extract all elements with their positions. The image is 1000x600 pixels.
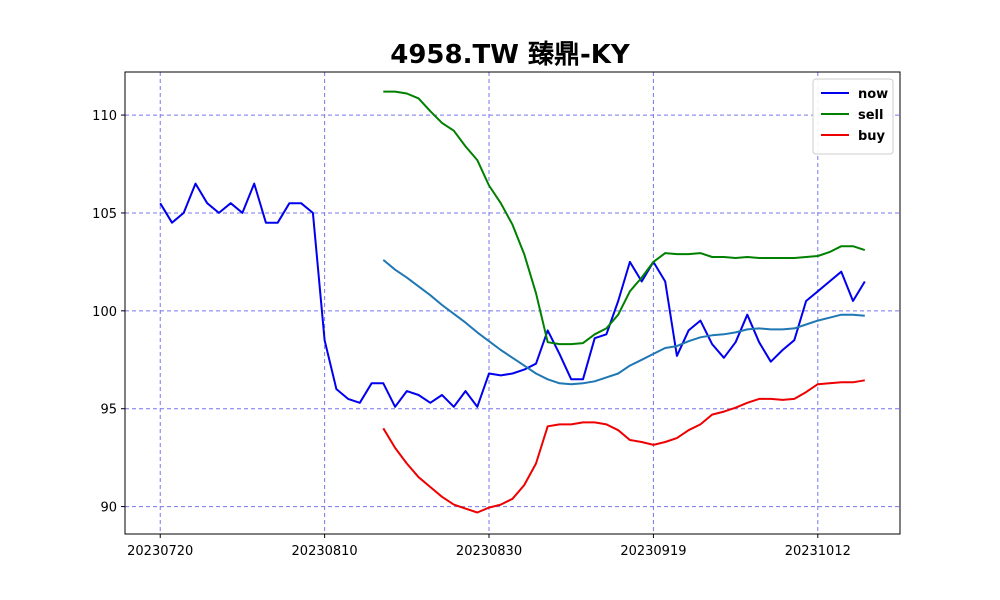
y-tick-label: 110 (92, 109, 117, 124)
plot-frame (124, 71, 901, 535)
series-line-buy (382, 379, 865, 514)
legend-label-now: now (858, 87, 888, 102)
axes: 90 95 100 105 110 20230720 20230810 20230830 202… (92, 109, 851, 559)
x-tick-label: 20231012 (785, 544, 851, 559)
series-line-average (382, 259, 865, 386)
series-line-sell (383, 90, 866, 346)
series-line-now (159, 182, 866, 408)
series-layer (159, 90, 866, 514)
y-tick-label: 95 (100, 403, 117, 418)
x-tick-label: 20230720 (127, 544, 193, 559)
legend: now sell buy (812, 78, 894, 155)
x-tick-label: 20230830 (456, 544, 522, 559)
y-tick-label: 100 (92, 305, 117, 320)
chart-title: 4958.TW 臻鼎-KY (390, 40, 631, 70)
x-tick-label: 20230810 (292, 544, 358, 559)
y-tick-label: 90 (100, 501, 117, 516)
grid (125, 72, 900, 534)
x-tick-label: 20230919 (620, 544, 686, 559)
legend-label-sell: sell (858, 108, 883, 123)
y-tick-label: 105 (92, 207, 117, 222)
legend-label-buy: buy (858, 129, 886, 144)
